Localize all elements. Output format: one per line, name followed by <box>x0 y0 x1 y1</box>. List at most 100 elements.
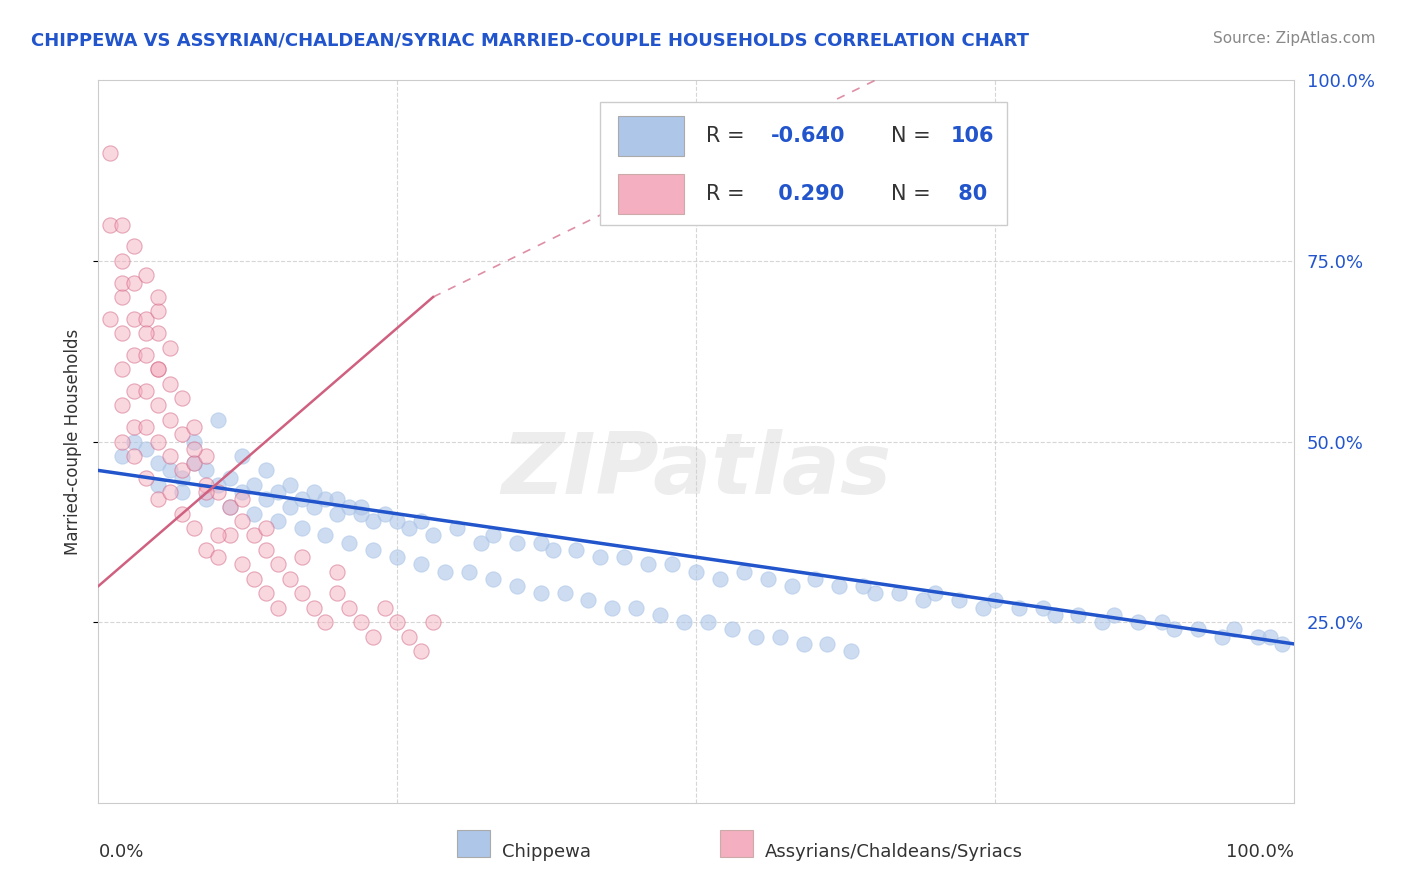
FancyBboxPatch shape <box>600 102 1007 225</box>
Point <box>124 434 146 449</box>
Point <box>124 384 146 398</box>
Point <box>278 500 301 514</box>
Point <box>135 384 157 398</box>
Point <box>111 326 134 340</box>
Point <box>326 565 349 579</box>
Point <box>219 470 242 484</box>
Point <box>124 276 146 290</box>
Text: 100.0%: 100.0% <box>1226 843 1294 861</box>
Point <box>565 542 588 557</box>
Point <box>267 514 290 528</box>
Point <box>1187 623 1209 637</box>
Point <box>254 492 277 507</box>
Point <box>243 478 266 492</box>
Point <box>385 550 409 565</box>
Y-axis label: Married-couple Households: Married-couple Households <box>65 328 83 555</box>
Point <box>231 558 253 572</box>
Point <box>350 507 373 521</box>
Bar <box>619 174 685 214</box>
Point <box>578 593 600 607</box>
Point <box>135 348 157 362</box>
Point <box>972 600 994 615</box>
Point <box>1152 615 1174 630</box>
Point <box>363 630 385 644</box>
Point <box>254 521 277 535</box>
Point <box>1032 600 1054 615</box>
Point <box>183 456 205 470</box>
Point <box>363 542 385 557</box>
Point <box>339 535 361 549</box>
Point <box>207 528 229 542</box>
Point <box>470 535 492 549</box>
Point <box>135 311 157 326</box>
Point <box>148 456 170 470</box>
Point <box>219 500 242 514</box>
Text: Chippewa: Chippewa <box>502 843 592 861</box>
Point <box>159 413 181 427</box>
Point <box>709 572 731 586</box>
Text: N =: N = <box>891 184 938 203</box>
Point <box>398 521 420 535</box>
Point <box>148 434 170 449</box>
Point <box>302 500 325 514</box>
Point <box>111 362 134 376</box>
Point <box>374 600 396 615</box>
Point <box>506 535 529 549</box>
Point <box>804 572 827 586</box>
Point <box>673 615 696 630</box>
Point <box>363 514 385 528</box>
Point <box>278 478 301 492</box>
Point <box>924 586 946 600</box>
Point <box>243 528 266 542</box>
Point <box>254 463 277 477</box>
Point <box>267 558 290 572</box>
Point <box>207 550 229 565</box>
Point <box>111 218 134 232</box>
Point <box>1211 630 1233 644</box>
Point <box>111 253 134 268</box>
Point <box>267 485 290 500</box>
Text: N =: N = <box>891 126 938 146</box>
Point <box>458 565 481 579</box>
Point <box>768 630 790 644</box>
Point <box>195 449 218 463</box>
Point <box>815 637 838 651</box>
Point <box>148 478 170 492</box>
Point <box>135 442 157 456</box>
Text: 80: 80 <box>950 184 987 203</box>
Point <box>1128 615 1150 630</box>
Point <box>231 514 253 528</box>
Point <box>541 542 564 557</box>
Point <box>530 586 553 600</box>
Point <box>98 218 122 232</box>
Point <box>183 456 205 470</box>
Text: Assyrians/Chaldeans/Syriacs: Assyrians/Chaldeans/Syriacs <box>765 843 1024 861</box>
Point <box>219 500 242 514</box>
Point <box>780 579 803 593</box>
Point <box>948 593 970 607</box>
Point <box>148 326 170 340</box>
Point <box>554 586 576 600</box>
Text: R =: R = <box>706 126 751 146</box>
Point <box>148 362 170 376</box>
Point <box>124 420 146 434</box>
Point <box>148 362 170 376</box>
Point <box>291 521 314 535</box>
Point <box>219 528 242 542</box>
Point <box>506 579 529 593</box>
Point <box>291 586 314 600</box>
Point <box>183 434 205 449</box>
Point <box>183 420 205 434</box>
Point <box>385 514 409 528</box>
Text: 106: 106 <box>950 126 994 146</box>
Point <box>172 427 194 442</box>
Point <box>530 535 553 549</box>
Point <box>254 542 277 557</box>
Point <box>339 500 361 514</box>
Point <box>111 290 134 304</box>
Point <box>135 326 157 340</box>
Point <box>172 463 194 477</box>
Point <box>446 521 468 535</box>
Point <box>385 615 409 630</box>
Point <box>195 463 218 477</box>
